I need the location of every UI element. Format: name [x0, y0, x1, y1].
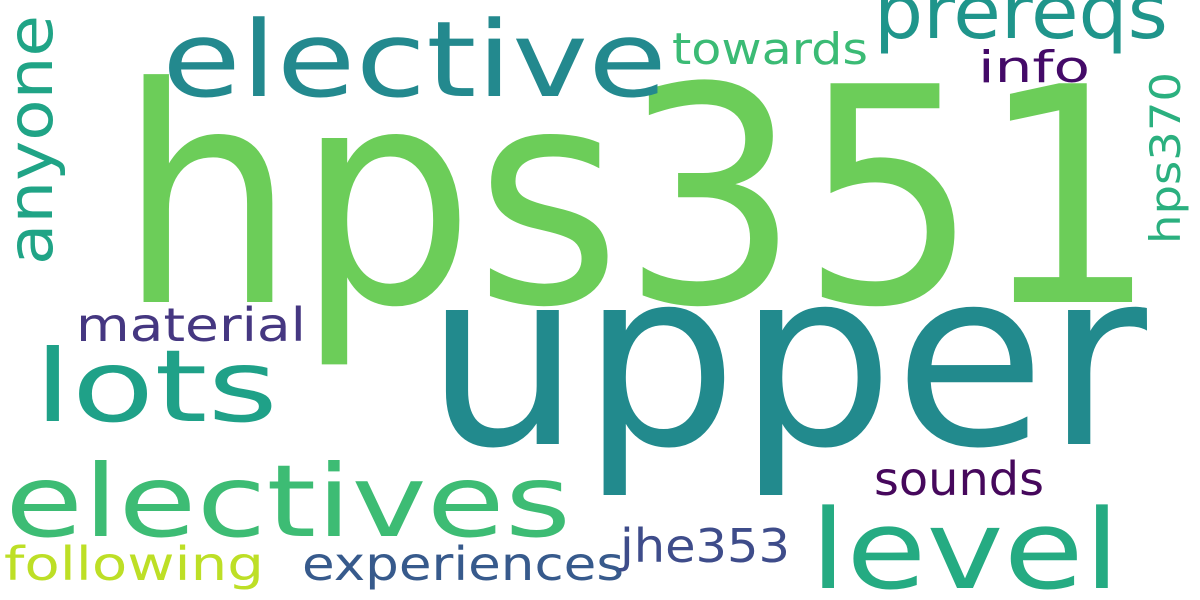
word-prereqs: prereqs [874, 0, 1168, 56]
word-info: info [978, 42, 1090, 93]
word-lots: lots [34, 328, 278, 445]
word-elective: elective [162, 0, 667, 121]
word-hps370: hps370 [1141, 72, 1190, 244]
word-material: material [76, 298, 306, 352]
word-experiences: experiences [302, 537, 624, 591]
word-jhe353: jhe353 [619, 519, 790, 573]
word-towards: towards [672, 24, 868, 75]
word-sounds: sounds [874, 452, 1044, 506]
word-anyone: anyone [0, 15, 67, 265]
word-level: level [810, 486, 1120, 600]
word-electives: electives [5, 443, 571, 560]
word-following: following [4, 537, 264, 591]
word-hps351: hps351 [118, 24, 1158, 373]
word-upper: upper [425, 217, 1147, 502]
